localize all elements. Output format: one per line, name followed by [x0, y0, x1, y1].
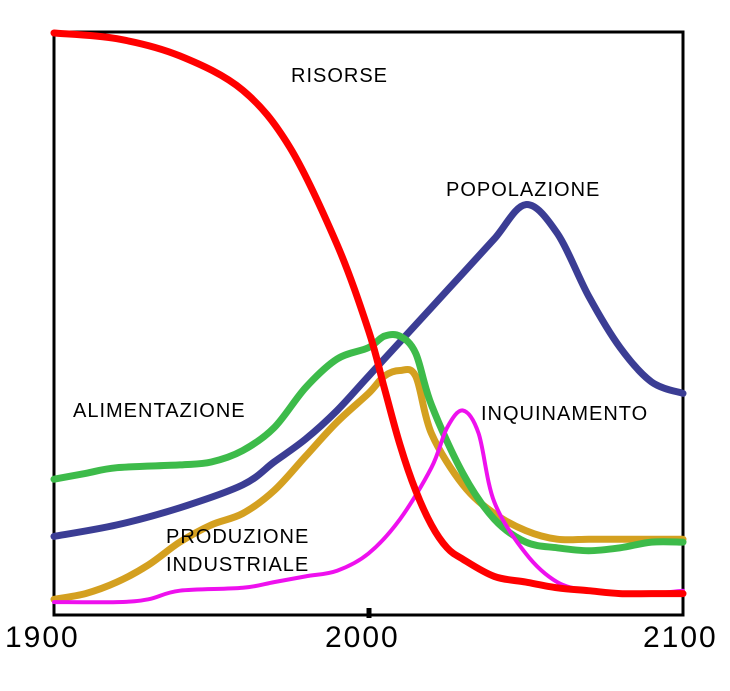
- series-line-risorse: [50, 29, 687, 598]
- label-alimentazione: ALIMENTAZIONE: [73, 400, 246, 422]
- series-layer: [50, 29, 687, 605]
- label-produzione: PRODUZIONE: [166, 526, 309, 548]
- x-tick-label-2100: 2100: [643, 621, 718, 654]
- series-line-alimentazione: [50, 330, 687, 555]
- x-tick-label-1900: 1900: [5, 621, 80, 654]
- label-risorse: RISORSE: [291, 65, 388, 87]
- x-tick-label-2000: 2000: [325, 621, 400, 654]
- series-line-popolazione: [50, 201, 687, 540]
- label-popolazione: POPOLAZIONE: [446, 179, 600, 201]
- label-industriale: INDUSTRIALE: [166, 554, 309, 576]
- label-inquinamento: INQUINAMENTO: [481, 403, 648, 425]
